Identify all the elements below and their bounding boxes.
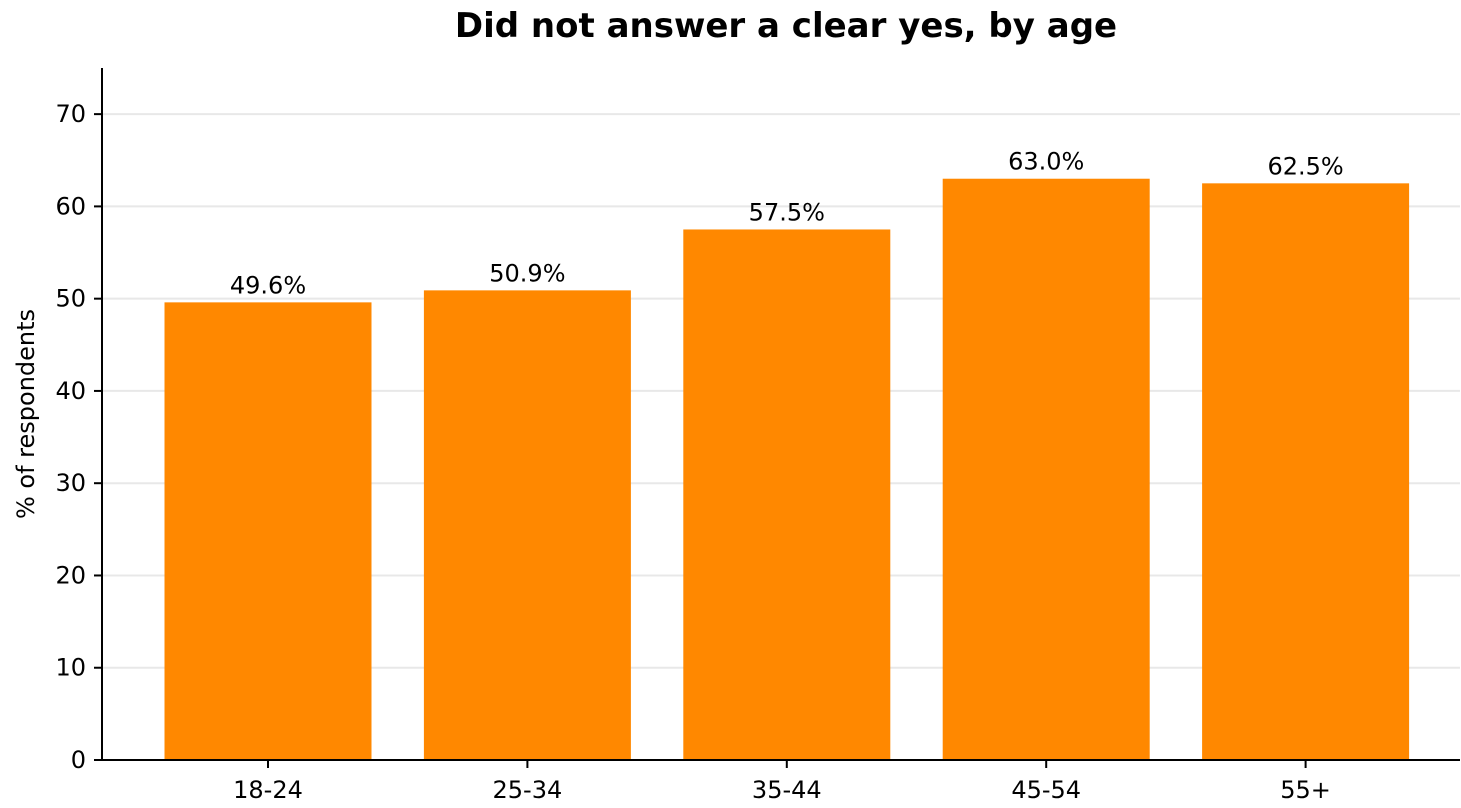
y-tick-label-20: 20 <box>55 561 86 589</box>
data-labels: 49.6% 50.9% 57.5% 63.0% 62.5% <box>230 148 1344 300</box>
x-tick-label-45-54: 45-54 <box>1011 776 1081 804</box>
y-tick-label-70: 70 <box>55 100 86 128</box>
bar-18-24 <box>164 302 372 760</box>
y-tick-label-10: 10 <box>55 654 86 682</box>
y-axis-label: % of respondents <box>12 309 40 519</box>
data-label-45-54: 63.0% <box>1008 148 1084 176</box>
data-label-25-34: 50.9% <box>489 259 565 287</box>
data-label-55+: 62.5% <box>1267 152 1343 180</box>
y-tick-label-60: 60 <box>55 192 86 220</box>
chart-title: Did not answer a clear yes, by age <box>455 6 1117 46</box>
x-tick-label-18-24: 18-24 <box>233 776 303 804</box>
y-tick-label-40: 40 <box>55 377 86 405</box>
data-label-35-44: 57.5% <box>749 198 825 226</box>
bar-35-44 <box>683 229 891 760</box>
bar-25-34 <box>423 290 631 760</box>
bars <box>164 178 1410 761</box>
y-ticks: 0 10 20 30 40 50 60 70 <box>55 100 102 774</box>
data-label-18-24: 49.6% <box>230 271 306 299</box>
x-ticks: 18-24 25-34 35-44 45-54 55+ <box>233 760 1331 804</box>
bar-45-54 <box>942 178 1150 761</box>
x-tick-label-35-44: 35-44 <box>752 776 822 804</box>
x-tick-label-25-34: 25-34 <box>493 776 563 804</box>
y-tick-label-30: 30 <box>55 469 86 497</box>
bar-55+ <box>1202 183 1410 761</box>
x-tick-label-55+: 55+ <box>1280 776 1331 804</box>
y-tick-label-0: 0 <box>71 746 86 774</box>
y-tick-label-50: 50 <box>55 285 86 313</box>
axes <box>101 68 1460 761</box>
